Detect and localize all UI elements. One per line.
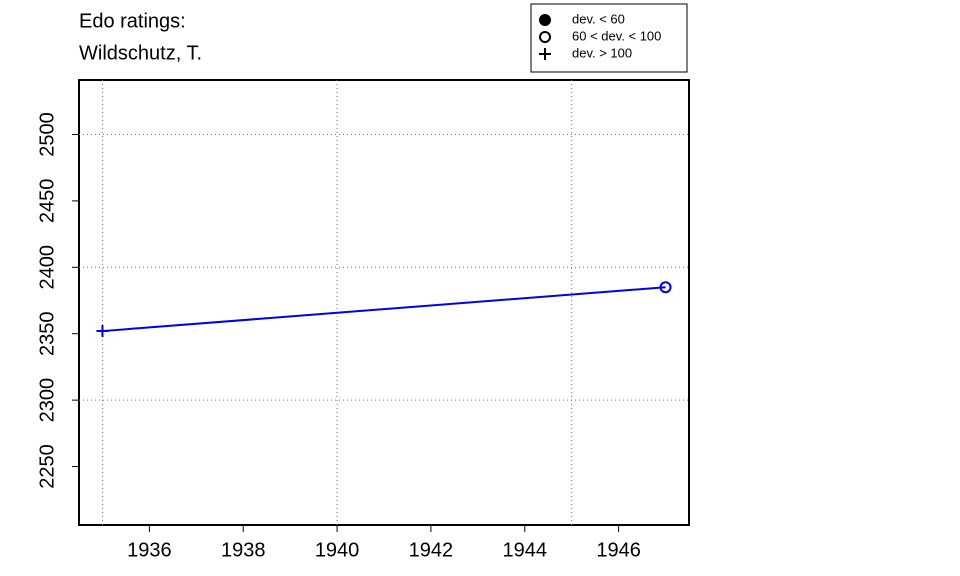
x-tick-label: 1940	[315, 539, 360, 561]
marker	[539, 14, 551, 26]
chart-subtitle: Wildschutz, T.	[79, 42, 202, 64]
marker	[539, 48, 551, 60]
marker	[96, 325, 109, 338]
y-tick-label: 2250	[36, 444, 58, 489]
marker	[539, 31, 551, 43]
plot-frame	[78, 79, 690, 526]
y-tick-label: 2350	[36, 311, 58, 356]
line	[102, 286, 666, 333]
y-tick-label: 2450	[36, 179, 58, 224]
y-tick-label: 2500	[36, 112, 58, 157]
y-tick-label: 2400	[36, 245, 58, 290]
x-tick-label: 1938	[221, 539, 266, 561]
legend-label: dev. > 100	[572, 45, 632, 60]
legend-label: dev. < 60	[572, 11, 625, 26]
x-tick-label: 1936	[127, 539, 172, 561]
y-tick-label: 2300	[36, 378, 58, 423]
marker	[659, 281, 672, 294]
legend-box	[530, 3, 688, 73]
x-tick-label: 1946	[596, 539, 641, 561]
legend-label: 60 < dev. < 100	[572, 28, 661, 43]
x-tick-label: 1944	[503, 539, 548, 561]
x-tick-label: 1942	[409, 539, 454, 561]
chart-title: Edo ratings:	[79, 10, 186, 32]
